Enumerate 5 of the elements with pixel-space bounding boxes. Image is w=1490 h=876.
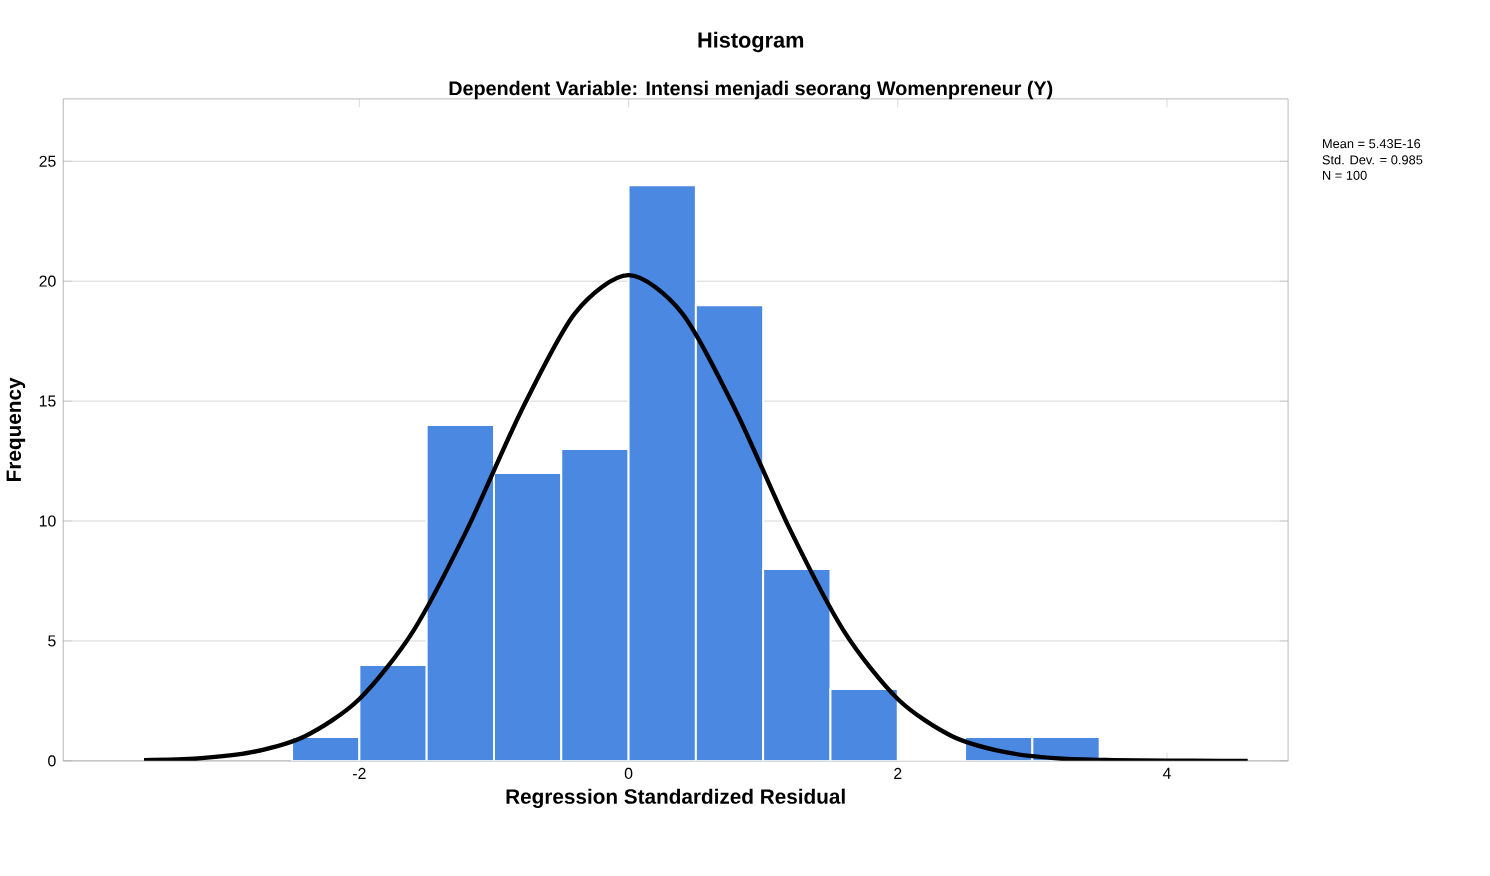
line-series (141, 273, 1250, 761)
chart-subtitle: Dependent Variable: Intensi menjadi seorang Womenpreneur (Y) (449, 80, 1053, 100)
chart-title: Histogram (698, 31, 804, 53)
x-axis-title: Regression Standardized Residual (506, 788, 845, 809)
y-axis-title: Frequency (6, 377, 26, 481)
